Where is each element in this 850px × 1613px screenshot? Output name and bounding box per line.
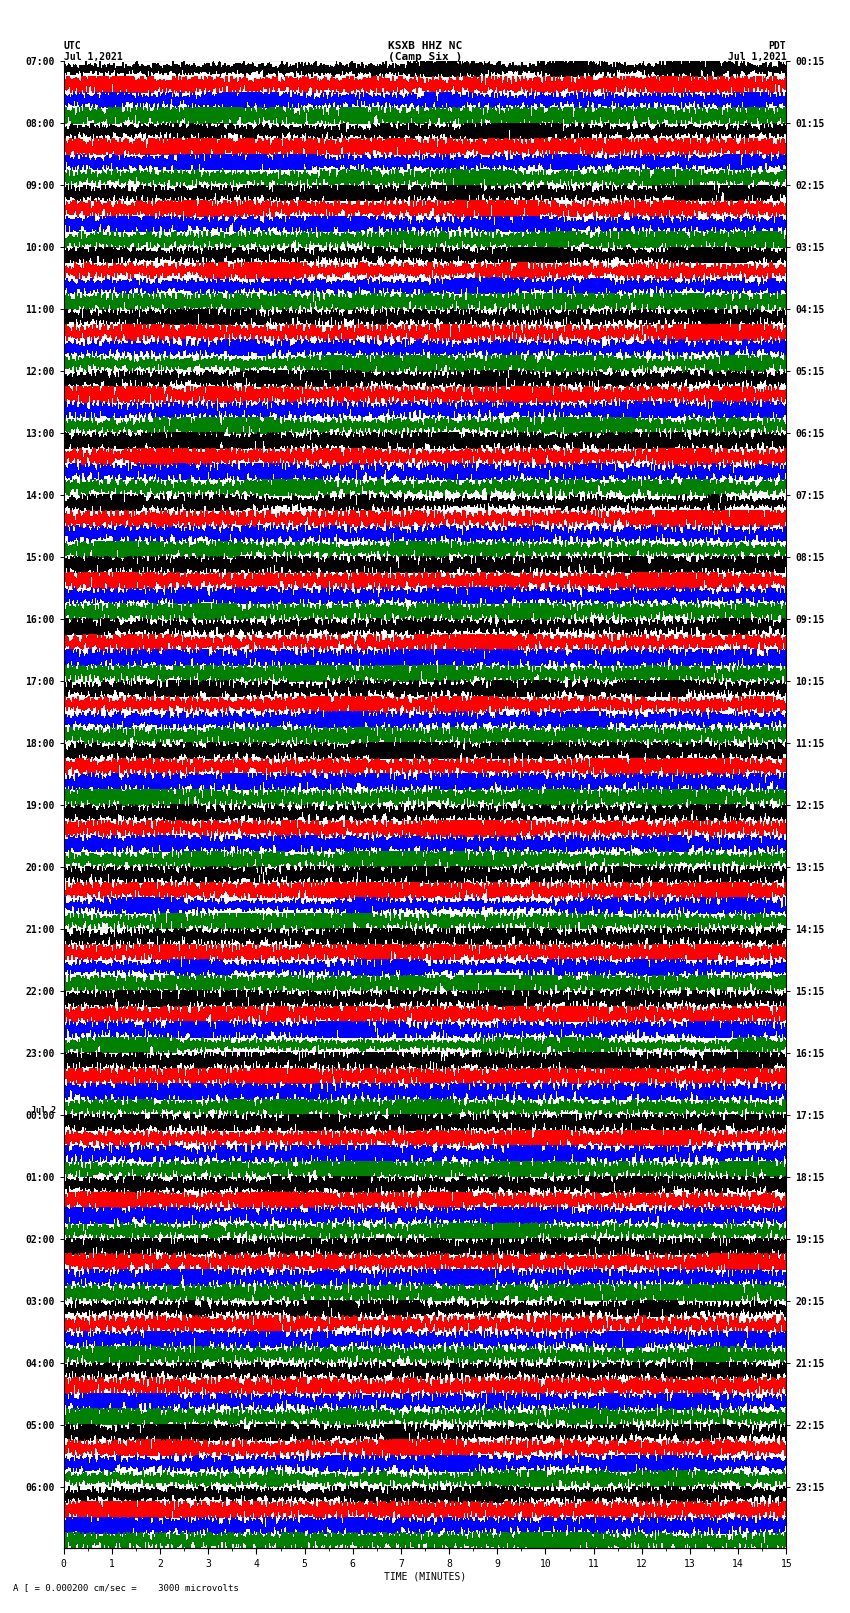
Text: A [ = 0.000200 cm/sec =    3000 microvolts: A [ = 0.000200 cm/sec = 3000 microvolts — [13, 1582, 239, 1592]
Text: [ = 0.000200 cm/sec: [ = 0.000200 cm/sec — [425, 63, 527, 71]
Text: UTC: UTC — [64, 40, 82, 52]
X-axis label: TIME (MINUTES): TIME (MINUTES) — [384, 1571, 466, 1582]
Text: PDT: PDT — [768, 40, 786, 52]
Text: KSXB HHZ NC: KSXB HHZ NC — [388, 40, 462, 52]
Text: Jul 1,2021: Jul 1,2021 — [64, 52, 122, 61]
Text: Jul 1,2021: Jul 1,2021 — [728, 52, 786, 61]
Text: (Camp Six ): (Camp Six ) — [388, 52, 462, 61]
Text: Jul 2: Jul 2 — [31, 1107, 56, 1115]
